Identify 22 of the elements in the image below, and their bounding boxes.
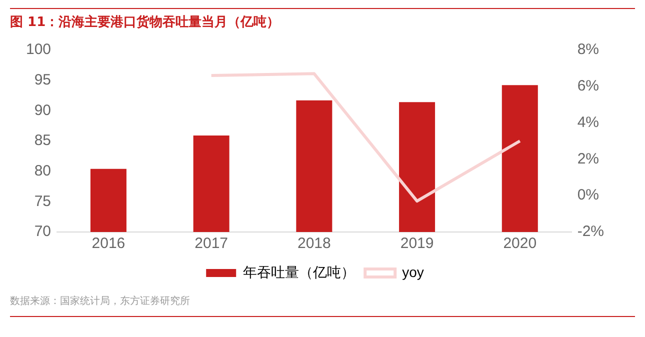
y-tick-label: 80: [34, 162, 52, 180]
y-tick-label: 85: [34, 132, 52, 150]
chart-title: 图 11：沿海主要港口货物吞吐量当月（亿吨）: [10, 8, 635, 33]
y2-tick-label: 0%: [577, 186, 600, 204]
y-tick-label: 90: [34, 102, 52, 119]
y-tick-label: 70: [34, 223, 52, 240]
y2-tick-label: 6%: [577, 78, 600, 95]
source-note: 数据来源：国家统计局，东方证券研究所: [10, 294, 635, 317]
legend-label: 年吞吐量（亿吨）: [243, 264, 356, 280]
y-tick-label: 75: [34, 192, 52, 210]
y2-tick-label: -2%: [577, 223, 604, 240]
legend-label: yoy: [402, 264, 424, 280]
x-tick-label: 2019: [400, 235, 434, 252]
x-tick-label: 2016: [92, 235, 126, 252]
y-tick-label: 100: [26, 41, 52, 58]
x-tick-label: 2018: [297, 235, 331, 252]
y-tick-label: 95: [34, 71, 52, 88]
y2-tick-label: 8%: [577, 41, 600, 58]
x-tick-label: 2017: [194, 235, 228, 252]
x-tick-label: 2020: [503, 235, 537, 252]
y2-tick-label: 2%: [577, 150, 600, 168]
y2-tick-label: 4%: [577, 114, 600, 131]
